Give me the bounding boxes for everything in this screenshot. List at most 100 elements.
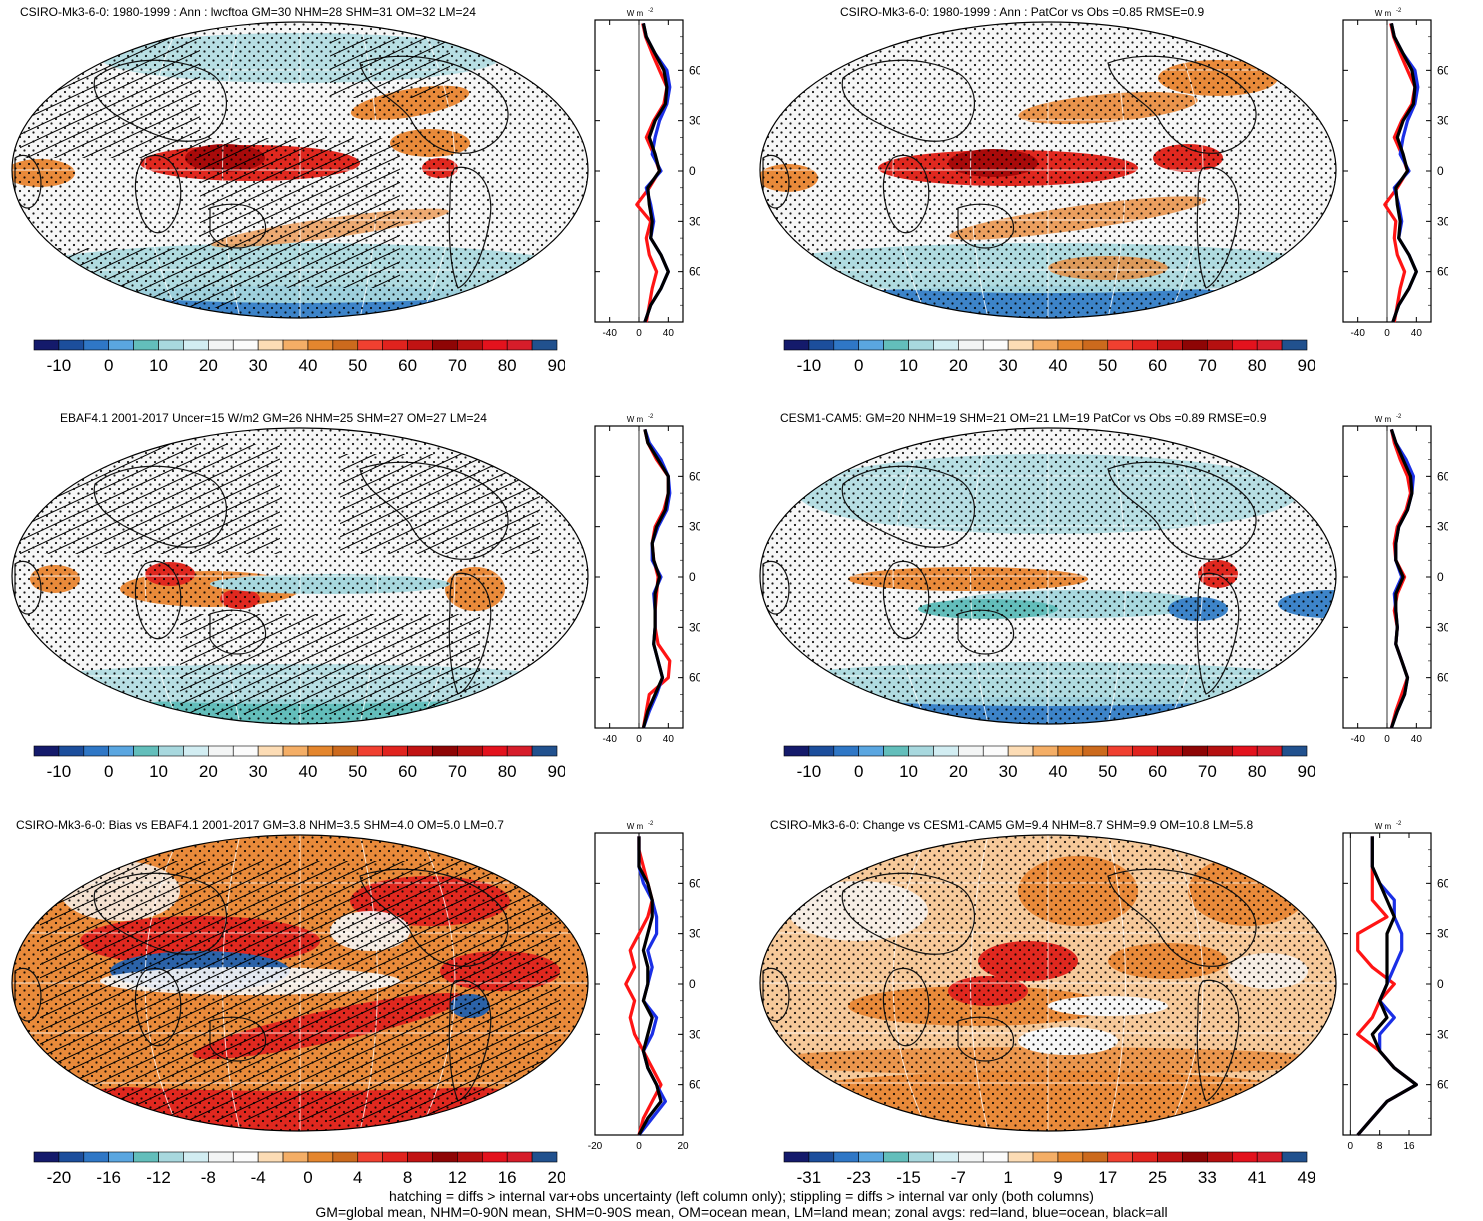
latitude-tick-label: 60S xyxy=(689,265,700,279)
latitude-tick-label: 60S xyxy=(1437,1078,1448,1092)
colorbar-tick-label: 16 xyxy=(498,1168,517,1187)
colorbar-tick-label: 90 xyxy=(1298,762,1315,781)
zonal-line-all xyxy=(1389,23,1418,323)
latitude-tick-label: 0 xyxy=(1437,570,1444,584)
colorbar-tick-label: 70 xyxy=(448,356,467,375)
panel-6-map xyxy=(759,834,1337,1132)
zonal-x-tick-label: 20 xyxy=(677,1141,689,1152)
colorbar-swatch xyxy=(208,339,234,351)
panel-1-colorbar: -10 0 10 20 30 40 50 60 70 80 90 xyxy=(33,339,565,375)
latitude-tick-label: 30N xyxy=(1437,520,1448,534)
panel-6-colorbar: -31 -23 -15 -7 1 9 17 25 33 41 49 xyxy=(783,1151,1315,1187)
colorbar-swatch xyxy=(1107,745,1133,757)
colorbar-swatch xyxy=(1207,1151,1233,1163)
zonal-line-all xyxy=(1389,428,1414,729)
colorbar-tick-label: -20 xyxy=(47,1168,72,1187)
colorbar-swatch xyxy=(432,745,458,757)
colorbar-swatch xyxy=(83,745,110,757)
colorbar-tick-label: -12 xyxy=(146,1168,171,1187)
latitude-tick-label: 30S xyxy=(689,214,700,228)
colorbar-swatch xyxy=(808,745,835,757)
colorbar-swatch xyxy=(382,745,408,757)
colorbar-tick-label: 0 xyxy=(854,762,863,781)
colorbar-swatch xyxy=(232,1151,259,1163)
colorbar-swatch xyxy=(133,339,159,351)
colorbar-swatch xyxy=(457,1151,483,1163)
zonal-line-all xyxy=(641,429,670,729)
zonal-x-tick-label: 40 xyxy=(663,734,675,745)
panel-2-zonal-plot: W m -2 60N 30N 0 30S 60S -40 0 40 xyxy=(1342,8,1448,339)
colorbar-swatch xyxy=(1182,1151,1208,1163)
colorbar-tick-label: 20 xyxy=(199,762,218,781)
latitude-tick-label: 0 xyxy=(689,164,696,178)
colorbar-tick-label: -10 xyxy=(797,762,822,781)
colorbar-swatch xyxy=(108,339,134,351)
colorbar-swatch xyxy=(1256,1151,1283,1163)
colorbar-tick-label: 90 xyxy=(1298,356,1315,375)
colorbar-tick-label: -4 xyxy=(251,1168,266,1187)
colorbar-swatch xyxy=(83,339,110,351)
colorbar-swatch xyxy=(407,1151,433,1163)
colorbar-swatch xyxy=(282,1151,309,1163)
unit-label: W m xyxy=(1375,415,1392,424)
zonal-line-ocean xyxy=(637,836,667,1136)
caption-line-2: GM=global mean, NHM=0-90N mean, SHM=0-90… xyxy=(315,1204,1168,1220)
colorbar-swatch xyxy=(357,339,383,351)
panel-3-title: EBAF4.1 2001-2017 Uncer=15 W/m2 GM=26 NH… xyxy=(60,411,487,425)
colorbar-swatch xyxy=(432,339,458,351)
colorbar-swatch xyxy=(307,745,334,757)
colorbar-swatch xyxy=(531,745,558,757)
latitude-tick-label: 60N xyxy=(1437,876,1448,890)
zonal-x-tick-label: 8 xyxy=(1377,1141,1383,1152)
colorbar-swatch xyxy=(1182,339,1208,351)
colorbar-tick-label: 30 xyxy=(249,356,268,375)
colorbar-swatch xyxy=(332,745,359,757)
colorbar-tick-label: 20 xyxy=(548,1168,565,1187)
colorbar-swatch xyxy=(531,339,558,351)
colorbar-swatch xyxy=(1281,1151,1308,1163)
zonal-line-all xyxy=(637,836,663,1136)
colorbar-tick-label: 30 xyxy=(999,356,1018,375)
zonal-x-tick-label: -40 xyxy=(1350,734,1365,745)
colorbar-tick-label: 80 xyxy=(1248,762,1267,781)
latitude-tick-label: 60S xyxy=(689,1078,700,1092)
colorbar-tick-label: -7 xyxy=(951,1168,966,1187)
colorbar-swatch xyxy=(833,745,860,757)
colorbar-swatch xyxy=(257,745,284,757)
colorbar-swatch xyxy=(808,339,835,351)
zonal-x-tick-label: -40 xyxy=(602,328,617,339)
colorbar-swatch xyxy=(282,339,309,351)
colorbar-tick-label: 40 xyxy=(1048,762,1067,781)
colorbar-swatch xyxy=(33,1151,60,1163)
unit-superscript: -2 xyxy=(648,821,654,827)
colorbar-swatch xyxy=(1082,1151,1109,1163)
colorbar-swatch xyxy=(1057,339,1084,351)
colorbar-swatch xyxy=(133,745,159,757)
latitude-tick-label: 30N xyxy=(689,927,700,941)
panel-4-map xyxy=(759,427,1337,725)
colorbar-tick-label: 30 xyxy=(249,762,268,781)
colorbar-swatch xyxy=(1231,1151,1258,1163)
colorbar-tick-label: 1 xyxy=(1003,1168,1012,1187)
colorbar-tick-label: 10 xyxy=(149,356,168,375)
latitude-tick-label: 30S xyxy=(689,620,700,634)
colorbar-tick-label: -10 xyxy=(797,356,822,375)
latitude-tick-label: 60N xyxy=(1437,469,1448,483)
colorbar-swatch xyxy=(958,745,984,757)
colorbar-swatch xyxy=(232,339,259,351)
colorbar-swatch xyxy=(382,339,408,351)
unit-label: W m xyxy=(627,9,644,18)
panel-2-colorbar: -10 0 10 20 30 40 50 60 70 80 90 xyxy=(783,339,1315,375)
colorbar-swatch xyxy=(432,1151,458,1163)
caption-line-1: hatching = diffs > internal var+obs unce… xyxy=(389,1188,1094,1204)
latitude-tick-label: 0 xyxy=(1437,977,1444,991)
zonal-x-tick-label: -20 xyxy=(588,1141,603,1152)
colorbar-swatch xyxy=(858,745,884,757)
colorbar-swatch xyxy=(1032,339,1059,351)
colorbar-swatch xyxy=(883,745,909,757)
colorbar-tick-label: 60 xyxy=(1148,762,1167,781)
unit-superscript: -2 xyxy=(1396,8,1402,14)
panel-5-zonal-plot: W m -2 60N 30N 0 30S 60S -20 0 20 xyxy=(588,821,700,1152)
colorbar-swatch xyxy=(1032,745,1059,757)
colorbar-swatch xyxy=(382,1151,408,1163)
